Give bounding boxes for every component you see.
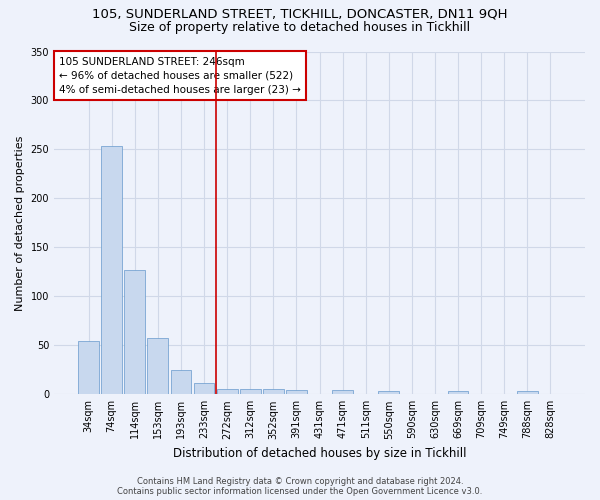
Text: Size of property relative to detached houses in Tickhill: Size of property relative to detached ho… [130,21,470,34]
Bar [194,382,214,394]
Bar [217,390,238,394]
Text: 105, SUNDERLAND STREET, TICKHILL, DONCASTER, DN11 9QH: 105, SUNDERLAND STREET, TICKHILL, DONCAS… [92,8,508,20]
Bar [101,146,122,394]
Y-axis label: Number of detached properties: Number of detached properties [15,135,25,310]
Bar [379,392,399,394]
Bar [448,392,469,394]
Bar [124,270,145,394]
Bar [78,342,99,394]
Bar [170,370,191,394]
Text: Contains HM Land Registry data © Crown copyright and database right 2024.
Contai: Contains HM Land Registry data © Crown c… [118,476,482,496]
Text: 105 SUNDERLAND STREET: 246sqm
← 96% of detached houses are smaller (522)
4% of s: 105 SUNDERLAND STREET: 246sqm ← 96% of d… [59,56,301,94]
Bar [517,392,538,394]
Bar [263,390,284,394]
Bar [332,390,353,394]
Bar [286,390,307,394]
X-axis label: Distribution of detached houses by size in Tickhill: Distribution of detached houses by size … [173,447,466,460]
Bar [240,390,260,394]
Bar [148,338,168,394]
